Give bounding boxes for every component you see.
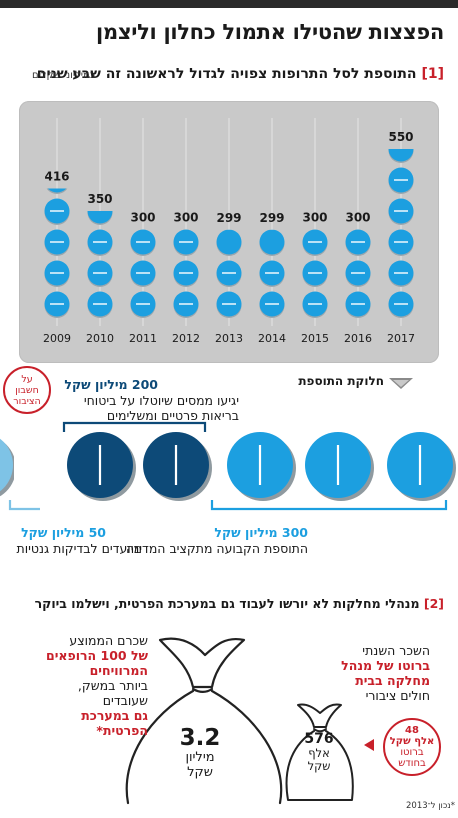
bar-2009: [44, 188, 70, 318]
left-text-line2: של 100 הרופאים: [46, 648, 148, 663]
big-bag-label: 3.2 מיליון שקל: [170, 726, 230, 780]
bar-2011: [130, 229, 156, 318]
top-bar: [0, 0, 458, 8]
left-text-line1: שכרם הממוצע: [69, 633, 148, 648]
value-label: 550: [388, 130, 413, 144]
small-bag-value: 576: [304, 731, 334, 747]
monthly-badge-gross: ברוטו: [400, 747, 424, 758]
chart-unit: במיליוני שקלים: [32, 70, 96, 81]
desc-200-line1: יגיעו ממסים שיוטלו על ביטוחי: [83, 393, 239, 408]
partial-pill-icon: [388, 149, 414, 162]
value-label: 416: [44, 170, 69, 184]
triangle-icon: [389, 378, 413, 389]
big-bag-value: 3.2: [179, 725, 221, 751]
bracket-300: [210, 500, 448, 511]
big-bag-unit-line1: מיליון: [185, 750, 215, 765]
amount-50: 50 מיליון שקל: [21, 525, 106, 540]
distribution-header: חלוקת התוספת: [298, 374, 384, 388]
right-text-line3: מחלקה בבית: [355, 673, 430, 688]
section2-number: [2]: [423, 596, 444, 611]
bar-2016: [345, 229, 371, 318]
bar-chart: 416 2009 350 2010 300 2011 300 2012 299 2013 299 20…: [43, 118, 415, 345]
desc-200-line2: בריאות פרטיים ומשלימים: [106, 408, 239, 423]
distribution-pills: [0, 421, 456, 511]
value-label: 299: [259, 211, 284, 225]
public-badge-line3: הציבור: [13, 396, 41, 407]
bar-2017: [388, 149, 414, 318]
section2-heading: [2] מנהלי מחלקות לא יורשו לעבוד גם במערכ…: [35, 596, 444, 611]
value-label: 300: [302, 211, 327, 225]
monthly-badge-unit: אלף שקל: [389, 736, 435, 747]
small-bag-unit-line2: שקל: [307, 759, 331, 773]
small-bag-unit-line1: אלף: [308, 746, 330, 760]
arrow-left-icon: [364, 739, 374, 751]
year-label: 2011: [129, 332, 157, 345]
section1-heading: [1] התוספת לסל התרופות צפויה לגדול לראשו…: [37, 66, 444, 82]
partial-pill-icon: [259, 229, 285, 255]
bar-2015: [302, 229, 328, 318]
bar-2010: [87, 211, 113, 318]
partial-pill-icon: [87, 211, 113, 224]
section1-heading-text: התוספת לסל התרופות צפויה לגדול לראשונה ז…: [36, 66, 417, 82]
public-badge-line1: על: [21, 374, 33, 385]
desc-300: התוספת הקבועה מתקציב המדינה: [126, 541, 308, 556]
partial-pill-icon: [47, 188, 67, 193]
big-bag-unit-line2: שקל: [187, 765, 213, 780]
monthly-badge-value: 48: [405, 725, 419, 736]
year-label: 2014: [258, 332, 286, 345]
money-bags: [125, 637, 354, 805]
year-label: 2015: [301, 332, 329, 345]
value-label: 300: [173, 211, 198, 225]
page-title: הפצצות שהטילו אתמול כחלון וליצמן: [96, 20, 444, 44]
year-label: 2009: [43, 332, 71, 345]
bracket-200: [62, 421, 207, 432]
footnote: *נכון ל־2013: [406, 801, 456, 811]
bar-2014: [259, 229, 285, 318]
year-label: 2017: [387, 332, 415, 345]
amount-200: 200 מיליון שקל: [64, 377, 158, 392]
left-text-line3: המרוויחים: [89, 663, 148, 678]
small-bag-label: 576 אלף שקל: [297, 732, 341, 773]
left-text-line4: ביותר במשק,: [77, 678, 148, 693]
half-pill-icon: [0, 438, 13, 492]
left-text-line7: הפרטית*: [96, 723, 148, 738]
bracket-50: [8, 500, 40, 511]
value-label: 300: [130, 211, 155, 225]
year-label: 2010: [86, 332, 114, 345]
amount-300: 300 מיליון שקל: [214, 525, 308, 540]
small-money-bag-icon: [285, 703, 354, 801]
bar-2013: [216, 229, 242, 318]
value-label: 300: [345, 211, 370, 225]
value-label: 350: [87, 192, 112, 206]
right-description: השכר השנתי ברוטו של מנהל מחלקה בבית חולי…: [330, 643, 430, 703]
right-text-line2: ברוטו של מנהל: [341, 658, 430, 673]
bar-2012: [173, 229, 199, 318]
right-text-line1: השכר השנתי: [362, 643, 430, 658]
monthly-badge: 48 אלף שקל ברוטו בחודש: [383, 718, 441, 776]
public-badge: על חשבון הציבור: [3, 366, 51, 414]
left-description: שכרם הממוצע של 100 הרופאים המרוויחים ביו…: [36, 633, 148, 738]
right-text-line4: חולים ציבורי: [365, 688, 430, 703]
year-label: 2013: [215, 332, 243, 345]
year-label: 2016: [344, 332, 372, 345]
value-label: 299: [216, 211, 241, 225]
partial-pill-icon: [216, 229, 242, 255]
year-label: 2012: [172, 332, 200, 345]
left-text-line6: גם במערכת: [81, 708, 148, 723]
section1-number: [1]: [421, 66, 444, 82]
section2-heading-text: מנהלי מחלקות לא יורשו לעבוד גם במערכת הפ…: [34, 596, 420, 611]
big-money-bag-icon: [125, 637, 283, 805]
public-badge-line2: חשבון: [15, 385, 39, 396]
left-text-line5: שעובדים: [102, 693, 148, 708]
monthly-badge-month: בחודש: [398, 758, 426, 769]
desc-50: מיועדים לבדיקות גנטיות: [16, 541, 143, 556]
